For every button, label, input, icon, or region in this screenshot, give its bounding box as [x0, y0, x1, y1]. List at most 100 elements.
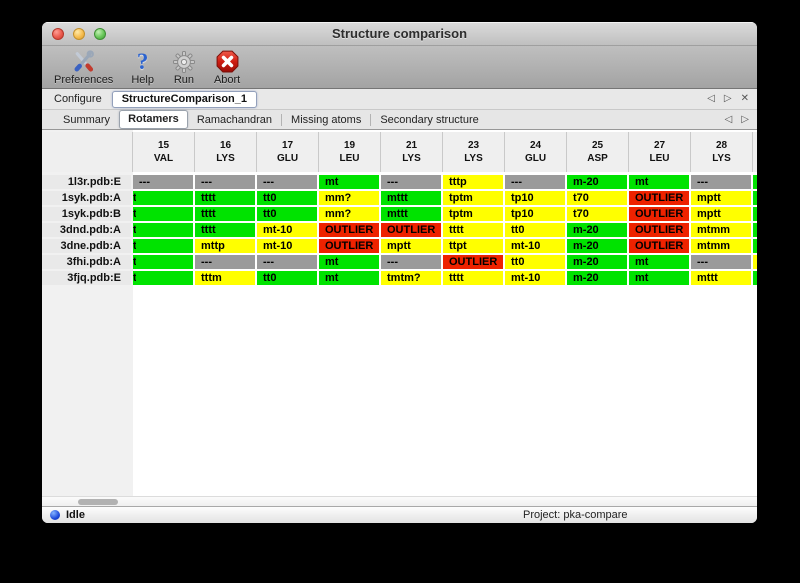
data-cell[interactable]: tttt: [195, 191, 255, 205]
close-session-icon[interactable]: ✕: [740, 93, 749, 104]
data-cell[interactable]: OUTLIER: [629, 191, 689, 205]
data-cell[interactable]: mt-10: [257, 239, 317, 253]
data-cell[interactable]: t: [133, 255, 193, 269]
data-cell[interactable]: tttt: [195, 207, 255, 221]
data-cell[interactable]: OUTLIER: [629, 207, 689, 221]
session-tab-structurecomparison-1[interactable]: StructureComparison_1: [111, 90, 258, 108]
run-button[interactable]: Run: [172, 49, 196, 86]
data-cell[interactable]: mptt: [381, 239, 441, 253]
data-cell[interactable]: OUTLIER: [629, 239, 689, 253]
next-session-icon[interactable]: ▷: [723, 93, 732, 104]
data-cell[interactable]: ---: [195, 255, 255, 269]
preferences-button[interactable]: Preferences: [54, 49, 113, 86]
data-cell[interactable]: mm?: [319, 191, 379, 205]
row-label[interactable]: 3dnd.pdb:A: [42, 223, 131, 237]
data-cell[interactable]: mptt: [691, 191, 751, 205]
data-cell[interactable]: mt-10: [505, 271, 565, 285]
zoom-window-button[interactable]: [94, 28, 106, 40]
data-cell[interactable]: mtmm: [691, 223, 751, 237]
data-cell[interactable]: t: [133, 223, 193, 237]
horizontal-scrollbar[interactable]: [42, 496, 757, 506]
horizontal-scrollbar-thumb[interactable]: [78, 499, 118, 505]
row-label[interactable]: 3fjq.pdb:E: [42, 271, 131, 285]
next-tab-icon[interactable]: ▷: [741, 113, 749, 125]
data-cell[interactable]: tt0: [257, 271, 317, 285]
data-cell[interactable]: ---: [505, 175, 565, 189]
data-cell[interactable]: m-20: [567, 271, 627, 285]
data-cell-partial[interactable]: [753, 175, 757, 189]
data-cell-partial[interactable]: [753, 255, 757, 269]
data-cell[interactable]: mm?: [319, 207, 379, 221]
data-cell[interactable]: ---: [257, 255, 317, 269]
data-cell[interactable]: ---: [195, 175, 255, 189]
data-cell[interactable]: ---: [381, 175, 441, 189]
data-cell[interactable]: ---: [691, 175, 751, 189]
data-cell[interactable]: ---: [381, 255, 441, 269]
row-label[interactable]: 1l3r.pdb:E: [42, 175, 131, 189]
data-cell[interactable]: t70: [567, 191, 627, 205]
data-cell[interactable]: t: [133, 239, 193, 253]
data-cell[interactable]: OUTLIER: [381, 223, 441, 237]
data-cell[interactable]: OUTLIER: [319, 239, 379, 253]
tab-ramachandran[interactable]: Ramachandran: [196, 113, 273, 126]
data-cell[interactable]: tmtm?: [381, 271, 441, 285]
data-cell[interactable]: m-20: [567, 239, 627, 253]
data-cell[interactable]: tttp: [443, 175, 503, 189]
data-cell[interactable]: tttm: [195, 271, 255, 285]
data-cell[interactable]: t: [133, 271, 193, 285]
data-cell[interactable]: tt0: [257, 207, 317, 221]
data-cell[interactable]: mt: [629, 271, 689, 285]
data-cell[interactable]: tp10: [505, 191, 565, 205]
row-label[interactable]: 1syk.pdb:A: [42, 191, 131, 205]
close-window-button[interactable]: [52, 28, 64, 40]
data-cell[interactable]: mt: [319, 255, 379, 269]
data-cell[interactable]: m-20: [567, 223, 627, 237]
data-cell-partial[interactable]: [753, 271, 757, 285]
data-cell[interactable]: t: [133, 191, 193, 205]
data-cell[interactable]: tttt: [443, 271, 503, 285]
data-cell[interactable]: ---: [257, 175, 317, 189]
data-cell[interactable]: OUTLIER: [319, 223, 379, 237]
data-cell-partial[interactable]: [753, 207, 757, 221]
prev-tab-icon[interactable]: ◁: [724, 113, 733, 125]
data-cell[interactable]: OUTLIER: [629, 223, 689, 237]
data-cell[interactable]: mttt: [381, 191, 441, 205]
titlebar[interactable]: Structure comparison: [42, 22, 757, 46]
abort-button[interactable]: Abort: [214, 49, 240, 86]
data-cell[interactable]: mptt: [691, 207, 751, 221]
data-cell[interactable]: mttt: [381, 207, 441, 221]
data-cell[interactable]: tt0: [505, 255, 565, 269]
data-cell[interactable]: m-20: [567, 255, 627, 269]
data-cell[interactable]: ---: [691, 255, 751, 269]
data-cell[interactable]: mtmm: [691, 239, 751, 253]
data-cell[interactable]: tptm: [443, 207, 503, 221]
data-cell[interactable]: ttpt: [443, 239, 503, 253]
data-cell[interactable]: mt: [319, 271, 379, 285]
data-cell[interactable]: tt0: [505, 223, 565, 237]
data-cell[interactable]: OUTLIER: [443, 255, 503, 269]
tab-secondary-structure[interactable]: Secondary structure: [380, 113, 479, 126]
data-cell[interactable]: tttt: [443, 223, 503, 237]
data-cell[interactable]: mt-10: [505, 239, 565, 253]
data-cell[interactable]: t: [133, 207, 193, 221]
data-cell[interactable]: tp10: [505, 207, 565, 221]
tab-missing-atoms[interactable]: Missing atoms: [291, 113, 362, 126]
data-cell[interactable]: tttt: [195, 223, 255, 237]
tab-rotamers[interactable]: Rotamers: [119, 110, 188, 129]
data-cell-partial[interactable]: [753, 239, 757, 253]
data-cell[interactable]: tt0: [257, 191, 317, 205]
data-cell[interactable]: mt: [629, 175, 689, 189]
data-cell-partial[interactable]: [753, 223, 757, 237]
row-label[interactable]: 3fhi.pdb:A: [42, 255, 131, 269]
data-cell-partial[interactable]: [753, 191, 757, 205]
data-cell[interactable]: m-20: [567, 175, 627, 189]
data-cell[interactable]: tptm: [443, 191, 503, 205]
data-cell[interactable]: mttp: [195, 239, 255, 253]
data-cell[interactable]: ---: [133, 175, 193, 189]
help-button[interactable]: ? Help: [131, 49, 154, 86]
row-label[interactable]: 3dne.pdb:A: [42, 239, 131, 253]
prev-session-icon[interactable]: ◁: [707, 93, 715, 104]
data-cell[interactable]: mt-10: [257, 223, 317, 237]
tab-summary[interactable]: Summary: [63, 113, 111, 126]
data-cell[interactable]: mt: [319, 175, 379, 189]
